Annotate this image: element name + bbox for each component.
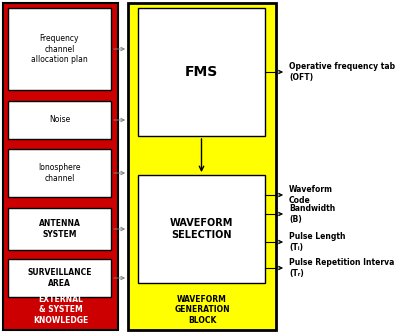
Text: Waveform
Code: Waveform Code [289,185,333,205]
Text: Noise: Noise [49,116,70,125]
Text: Pulse Repetition Interval
(Tᵣ): Pulse Repetition Interval (Tᵣ) [289,258,395,278]
Text: Operative frequency table
(OFT): Operative frequency table (OFT) [289,62,395,82]
Text: FMS: FMS [185,65,218,79]
Text: Ionosphere
channel: Ionosphere channel [38,163,81,183]
Text: ANTENNA
SYSTEM: ANTENNA SYSTEM [39,219,81,239]
Bar [8,8,111,90]
Text: SURVEILLANCE
AREA: SURVEILLANCE AREA [27,268,92,288]
Text: WAVEFORM
GENERATION
BLOCK: WAVEFORM GENERATION BLOCK [174,295,230,325]
Bar [138,8,265,136]
Bar [8,208,111,250]
Bar [8,259,111,297]
Text: Pulse Length
(Tᵢ): Pulse Length (Tᵢ) [289,232,346,252]
Bar [8,149,111,197]
Text: WAVEFORM
SELECTION: WAVEFORM SELECTION [170,218,233,240]
Text: EXTERNAL
& SYSTEM
KNOWLEDGE: EXTERNAL & SYSTEM KNOWLEDGE [33,295,88,325]
Bar [8,101,111,139]
Bar [138,175,265,283]
Text: Bandwidth
(B): Bandwidth (B) [289,204,335,224]
Text: Frequency
channel
allocation plan: Frequency channel allocation plan [31,34,88,64]
Bar [3,3,118,330]
Bar [128,3,276,330]
